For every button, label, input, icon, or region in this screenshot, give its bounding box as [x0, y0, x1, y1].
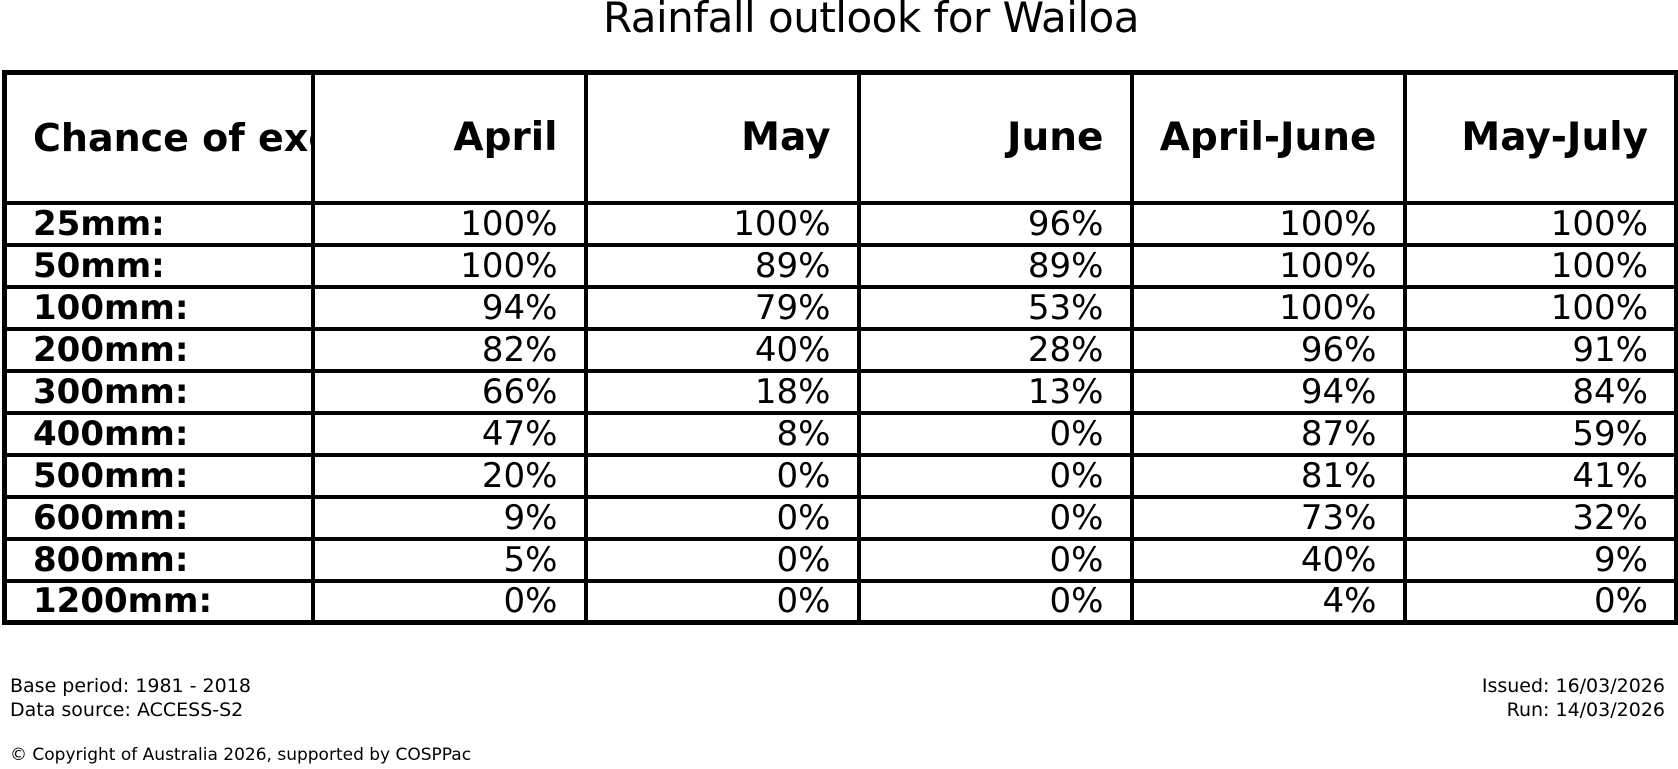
issued-date-text: Issued: 16/03/2026 — [1481, 675, 1665, 697]
table-row: 500mm: 20% 0% 0% 81% 41% — [2, 452, 1678, 499]
table-row: 600mm: 9% 0% 0% 73% 32% — [2, 494, 1678, 541]
value-cell: 5% — [310, 536, 588, 583]
table-row: 200mm: 82% 40% 28% 96% 91% — [2, 326, 1678, 373]
threshold-cell: 500mm: — [2, 452, 315, 499]
value-cell: 79% — [583, 284, 861, 331]
value-cell: 18% — [583, 368, 861, 415]
value-cell: 100% — [1129, 284, 1407, 331]
table-row: 800mm: 5% 0% 0% 40% 9% — [2, 536, 1678, 583]
value-cell: 87% — [1129, 410, 1407, 457]
value-cell: 94% — [1129, 368, 1407, 415]
column-header-may: May — [583, 70, 861, 205]
value-cell: 0% — [856, 452, 1134, 499]
value-cell: 96% — [856, 200, 1134, 247]
column-header-april-june: April-June — [1129, 70, 1407, 205]
value-cell: 81% — [1129, 452, 1407, 499]
value-cell: 100% — [1129, 242, 1407, 289]
value-cell: 0% — [856, 578, 1134, 625]
value-cell: 53% — [856, 284, 1134, 331]
copyright-text: © Copyright of Australia 2026, supported… — [10, 745, 472, 765]
value-cell: 94% — [310, 284, 588, 331]
footer-right-block: Issued: 16/03/2026 Run: 14/03/2026 — [1482, 674, 1665, 722]
value-cell: 100% — [310, 242, 588, 289]
value-cell: 89% — [583, 242, 861, 289]
threshold-cell: 800mm: — [2, 536, 315, 583]
page-title: Rainfall outlook for Wailoa — [603, 0, 1139, 42]
table-header-row: Chance of exceeding a threshold: AprilMa… — [2, 70, 1678, 205]
threshold-cell: 1200mm: — [2, 578, 315, 625]
value-cell: 82% — [310, 326, 588, 373]
value-cell: 9% — [1402, 536, 1678, 583]
threshold-cell: 25mm: — [2, 200, 315, 247]
threshold-cell: 400mm: — [2, 410, 315, 457]
value-cell: 0% — [856, 536, 1134, 583]
value-cell: 40% — [583, 326, 861, 373]
value-cell: 96% — [1129, 326, 1407, 373]
table-row: 50mm: 100% 89% 89% 100% 100% — [2, 242, 1678, 289]
value-cell: 100% — [583, 200, 861, 247]
corner-header: Chance of exceeding a threshold: — [2, 70, 315, 205]
value-cell: 100% — [1402, 242, 1678, 289]
table-row: 400mm: 47% 8% 0% 87% 59% — [2, 410, 1678, 457]
column-header-may-july: May-July — [1402, 70, 1678, 205]
value-cell: 0% — [856, 410, 1134, 457]
value-cell: 0% — [1402, 578, 1678, 625]
threshold-cell: 300mm: — [2, 368, 315, 415]
value-cell: 20% — [310, 452, 588, 499]
value-cell: 100% — [1129, 200, 1407, 247]
value-cell: 47% — [310, 410, 588, 457]
data-source-text: Data source: ACCESS-S2 — [10, 699, 244, 721]
value-cell: 0% — [583, 494, 861, 541]
base-period-text: Base period: 1981 - 2018 — [10, 675, 251, 697]
value-cell: 40% — [1129, 536, 1407, 583]
table-row: 25mm: 100% 100% 96% 100% 100% — [2, 200, 1678, 247]
value-cell: 9% — [310, 494, 588, 541]
value-cell: 28% — [856, 326, 1134, 373]
value-cell: 66% — [310, 368, 588, 415]
run-date-text: Run: 14/03/2026 — [1506, 699, 1665, 721]
value-cell: 84% — [1402, 368, 1678, 415]
value-cell: 4% — [1129, 578, 1407, 625]
table-row: 1200mm: 0% 0% 0% 4% 0% — [2, 578, 1678, 625]
threshold-cell: 200mm: — [2, 326, 315, 373]
value-cell: 0% — [310, 578, 588, 625]
threshold-cell: 50mm: — [2, 242, 315, 289]
value-cell: 0% — [583, 578, 861, 625]
value-cell: 0% — [583, 452, 861, 499]
table-body: 25mm: 100% 100% 96% 100% 100% 50mm: 100% 89% 89% 1… — [2, 200, 1678, 625]
rainfall-outlook-table: Chance of exceeding a threshold: AprilMa… — [2, 70, 1678, 625]
value-cell: 59% — [1402, 410, 1678, 457]
threshold-cell: 600mm: — [2, 494, 315, 541]
value-cell: 100% — [1402, 200, 1678, 247]
value-cell: 91% — [1402, 326, 1678, 373]
value-cell: 100% — [1402, 284, 1678, 331]
threshold-cell: 100mm: — [2, 284, 315, 331]
value-cell: 41% — [1402, 452, 1678, 499]
value-cell: 13% — [856, 368, 1134, 415]
value-cell: 100% — [310, 200, 588, 247]
column-header-june: June — [856, 70, 1134, 205]
table-row: 100mm: 94% 79% 53% 100% 100% — [2, 284, 1678, 331]
value-cell: 32% — [1402, 494, 1678, 541]
value-cell: 0% — [856, 494, 1134, 541]
column-header-april: April — [310, 70, 588, 205]
table-row: 300mm: 66% 18% 13% 94% 84% — [2, 368, 1678, 415]
value-cell: 8% — [583, 410, 861, 457]
value-cell: 0% — [583, 536, 861, 583]
footer-left-block: Base period: 1981 - 2018 Data source: AC… — [10, 674, 251, 722]
value-cell: 73% — [1129, 494, 1407, 541]
value-cell: 89% — [856, 242, 1134, 289]
